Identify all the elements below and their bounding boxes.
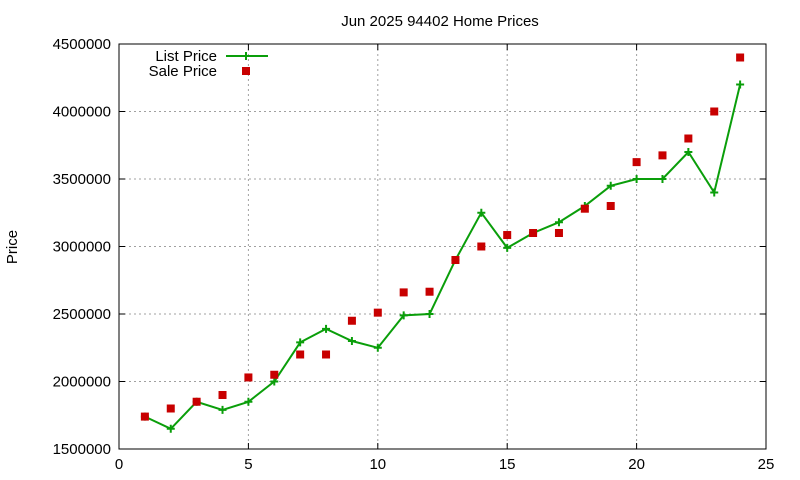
sale-price-point bbox=[425, 287, 434, 296]
y-tick-label: 4500000 bbox=[53, 36, 111, 53]
x-tick-label: 15 bbox=[499, 456, 516, 473]
legend-label-list-price: List Price bbox=[155, 48, 217, 65]
list-price-point bbox=[322, 324, 331, 333]
sale-price-point bbox=[529, 229, 538, 237]
plot-frame bbox=[118, 43, 767, 450]
sale-price-point bbox=[632, 158, 641, 167]
sale-price-point bbox=[580, 204, 589, 213]
list-price-point bbox=[736, 80, 745, 89]
list-price-line bbox=[144, 84, 742, 431]
sale-price-point bbox=[218, 391, 227, 399]
list-price-point bbox=[270, 377, 279, 386]
sale-price-point bbox=[503, 231, 512, 240]
y-tick-label: 2500000 bbox=[53, 306, 111, 323]
sale-price-point bbox=[244, 373, 253, 382]
grid-lines bbox=[119, 44, 766, 449]
axis-ticks bbox=[118, 43, 767, 450]
sale-price-point bbox=[554, 229, 563, 237]
x-tick-label: 5 bbox=[244, 456, 252, 473]
sale-price-point bbox=[373, 308, 382, 317]
sale-price-point bbox=[322, 350, 331, 359]
list-price-point bbox=[554, 218, 563, 227]
list-price-point bbox=[425, 310, 434, 318]
sale-price-point bbox=[451, 256, 460, 264]
tick-labels: 0 5 10 15 20 25 1500000 2000000 2500000 3000000 35… bbox=[53, 36, 775, 473]
y-tick-label: 3500000 bbox=[53, 171, 111, 188]
sale-price-point bbox=[399, 288, 408, 297]
sale-price-point bbox=[270, 370, 279, 379]
list-price-point bbox=[632, 175, 641, 183]
legend: List Price Sale Price bbox=[149, 48, 268, 80]
list-price-point bbox=[218, 405, 227, 414]
sale-price-point bbox=[658, 151, 667, 160]
list-price-point bbox=[244, 397, 253, 406]
list-price-point bbox=[296, 338, 305, 347]
sale-price-point bbox=[192, 397, 201, 406]
y-tick-label: 2000000 bbox=[53, 374, 111, 391]
sale-price-point bbox=[140, 412, 149, 421]
series bbox=[140, 53, 745, 433]
list-price-point bbox=[503, 243, 512, 252]
list-price-point bbox=[477, 208, 486, 217]
list-price-point bbox=[606, 181, 615, 190]
list-price-point bbox=[347, 337, 356, 345]
sale-price-point bbox=[166, 404, 175, 413]
list-price-point bbox=[710, 188, 719, 197]
x-tick-label: 0 bbox=[115, 456, 123, 473]
list-price-point bbox=[658, 175, 667, 183]
sale-price-point bbox=[477, 242, 486, 251]
list-price-point bbox=[399, 311, 408, 320]
sale-price-point bbox=[684, 134, 693, 143]
sale-price-point bbox=[736, 53, 745, 62]
x-tick-label: 20 bbox=[628, 456, 645, 473]
legend-label-sale-price: Sale Price bbox=[149, 63, 217, 80]
list-price-point bbox=[684, 148, 693, 156]
sale-price-point bbox=[347, 316, 356, 325]
legend-marker-list-price bbox=[242, 52, 250, 60]
y-axis-label: Price bbox=[4, 230, 21, 264]
sale-price-point bbox=[710, 107, 719, 116]
y-tick-label: 4000000 bbox=[53, 104, 111, 121]
sale-price-point bbox=[296, 350, 305, 359]
x-tick-label: 25 bbox=[758, 456, 775, 473]
chart-title: Jun 2025 94402 Home Prices bbox=[341, 13, 539, 30]
list-price-point bbox=[166, 424, 175, 433]
list-price-point bbox=[373, 343, 382, 352]
sale-price-point bbox=[606, 202, 615, 210]
x-tick-label: 10 bbox=[369, 456, 386, 473]
y-tick-label: 3000000 bbox=[53, 239, 111, 256]
y-tick-label: 1500000 bbox=[53, 441, 111, 458]
legend-marker-sale-price bbox=[242, 67, 250, 75]
